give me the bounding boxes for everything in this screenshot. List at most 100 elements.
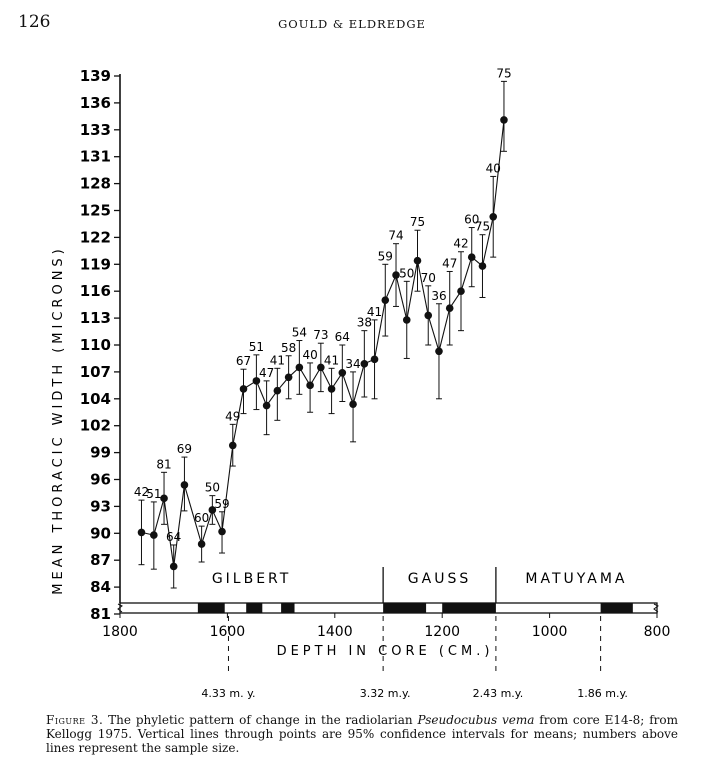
sample-size-label: 49 [225,409,240,423]
data-point [150,531,158,539]
age-marker-label: 4.33 m. y. [201,687,255,700]
age-marker-label: 2.43 m.y. [473,687,524,700]
sample-size-label: 60 [194,511,209,525]
magnetic-band [442,603,496,613]
sample-size-label: 50 [399,266,414,280]
sample-size-label: 47 [442,256,457,270]
data-point [317,363,325,372]
data-point [402,316,411,324]
y-tick-label: 102 [80,417,111,435]
sample-size-label: 40 [486,161,501,175]
magnetic-band [281,603,295,613]
data-point [327,385,336,393]
page-number: 126 [18,12,51,32]
sample-size-label: 60 [464,213,479,227]
magnetic-band [600,603,633,613]
sample-size-label: 64 [166,530,181,544]
sample-size-label: 41 [367,305,382,319]
sample-size-label: 51 [249,340,264,354]
data-point [208,506,217,514]
figure-caption: Figure 3. The phyletic pattern of change… [46,713,678,755]
sample-size-label: 75 [410,215,425,229]
data-point [445,304,454,313]
data-point [197,540,206,548]
data-point [489,212,498,221]
magnetic-band [246,603,263,613]
sample-size-label: 67 [236,354,251,368]
sample-size-label: 74 [388,229,403,243]
age-marker-label: 3.32 m.y. [360,687,411,700]
x-tick-label: 1800 [102,624,138,640]
sample-size-label: 40 [302,348,317,362]
data-point [424,311,433,320]
sample-size-label: 54 [292,326,307,340]
x-tick-label: 800 [644,624,671,640]
y-tick-label: 87 [90,551,111,569]
strip-break-left [117,603,123,613]
y-tick-label: 84 [90,578,111,596]
epoch-label: MATUYAMA [525,571,627,587]
series-line [141,119,505,567]
y-tick-label: 128 [80,175,111,193]
data-point [413,256,422,265]
x-tick-label: 1200 [424,624,460,640]
data-point [284,373,293,382]
y-tick-label: 107 [80,363,111,381]
data-point [360,360,369,368]
sample-size-label: 64 [335,330,350,344]
data-point [273,386,282,395]
chart: 81 84 87 90 93 96 99 102 104 107 110 113 116 119 122 12… [51,66,671,700]
y-tick-label: 131 [80,148,111,166]
y-tick-label: 122 [80,228,111,246]
data-point [160,494,168,503]
sample-size-label: 38 [357,316,372,330]
sample-size-label: 42 [134,485,149,499]
sample-size-label: 81 [156,457,171,471]
epoch-label: GILBERT [212,571,292,587]
caption-species: Pseudocubus vema [417,713,535,727]
y-tick-label: 119 [80,255,111,273]
running-head: GOULD & ELDREDGE [278,17,426,31]
magnetic-strip: GILBERT GAUSS MATUYAMA 4.33 m. y. 3.32 m.y. 2… [117,567,659,700]
caption-text-1: The phyletic pattern of change in the ra… [103,713,418,727]
y-tick-label: 133 [80,121,111,139]
sample-size-label: 70 [421,271,436,285]
data-point [500,116,508,124]
x-tick-label: 1400 [317,624,353,640]
data-point [467,253,476,261]
data-point [252,377,261,385]
data-point [457,287,465,296]
sample-size-label: 69 [177,442,192,456]
sample-size-label: 34 [345,357,360,371]
strip-break-right [653,603,659,613]
caption-lead: Figure 3. [46,713,104,727]
data-point [228,441,237,450]
sample-size-label: 58 [281,341,296,355]
data-point [478,262,487,270]
data-point [169,562,178,571]
y-tick-label: 104 [80,390,111,408]
sample-size-label: 41 [324,353,339,367]
y-tick-label: 99 [90,444,111,462]
data-point [180,481,189,489]
x-axis-title: DEPTH IN CORE (CM.) [277,644,494,659]
sample-size-label: 50 [205,481,220,495]
data-point [262,401,271,410]
x-tick-label: 1000 [532,624,568,640]
y-tick-label: 116 [80,282,111,300]
data-point [239,385,248,393]
y-tick-label: 113 [80,309,111,327]
magnetic-band [383,603,427,613]
data-point [435,347,443,356]
sample-size-label: 51 [146,487,161,501]
y-tick-label: 110 [80,336,111,354]
sample-size-label: 59 [378,249,393,263]
sample-size-label: 75 [475,220,490,234]
y-tick-label: 90 [90,524,111,542]
axes: 81 84 87 90 93 96 99 102 104 107 110 113 116 119 122 12… [80,67,671,640]
data-point [349,400,357,408]
data-point [295,363,304,372]
data-point [381,296,390,304]
data-series: 4251816469605059496751474158544073416434… [134,66,512,589]
y-tick-label: 96 [90,471,111,489]
